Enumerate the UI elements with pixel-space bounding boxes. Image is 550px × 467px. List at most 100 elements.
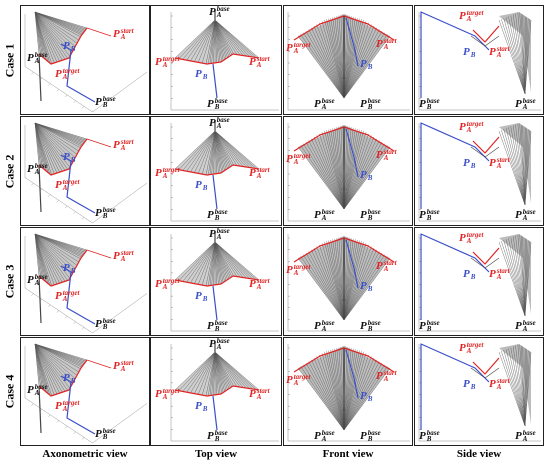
mesh-line [308, 251, 345, 321]
mesh-line [214, 130, 241, 167]
mesh-line [34, 233, 41, 278]
mesh-line [332, 128, 345, 210]
label-p-b: P B [360, 279, 373, 294]
arm-b-link [345, 17, 359, 67]
mesh-line [508, 238, 526, 317]
mesh-line [311, 27, 345, 99]
mesh-line [313, 26, 345, 99]
label-p-b: P B [63, 261, 76, 276]
mesh-line [174, 130, 216, 170]
mesh-line [209, 351, 216, 396]
mesh-line [214, 130, 234, 166]
row-label-text: Case 1 [2, 43, 17, 77]
mesh-line [512, 125, 526, 206]
mesh-line [186, 241, 216, 283]
mesh-line [343, 347, 350, 431]
mesh-line [34, 233, 74, 272]
panel-plot [287, 12, 410, 111]
mesh-line [214, 351, 233, 387]
mesh-line [34, 11, 49, 62]
mesh-line [214, 241, 247, 279]
mesh-line [324, 351, 345, 431]
column-label-axonometric-view: Axonometric view [42, 448, 128, 460]
mesh-line [319, 133, 345, 210]
mesh-line [214, 19, 247, 57]
column-label-side-view: Side view [456, 448, 502, 460]
mesh-line [214, 19, 225, 60]
axis-frame [287, 123, 410, 222]
mesh-line [311, 249, 345, 321]
mesh-line [34, 11, 79, 41]
arm-b-link [212, 174, 218, 210]
mesh-line [214, 19, 227, 59]
arm-a-trajectory [38, 138, 88, 176]
mesh-line [214, 351, 238, 387]
mesh-line [201, 351, 216, 396]
mesh-line [343, 237, 350, 321]
mesh-line [34, 233, 66, 282]
arm-a-trajectory [38, 249, 88, 287]
mesh-line [214, 130, 238, 166]
axis-frame [418, 344, 541, 442]
mesh-line [34, 343, 87, 362]
mesh-line [517, 12, 526, 95]
mesh-line [324, 19, 345, 99]
mesh-line [214, 351, 234, 387]
mesh-line [330, 128, 345, 210]
mesh-line [190, 19, 216, 62]
mesh-line [524, 17, 527, 95]
mesh-line [343, 257, 391, 321]
mesh-line [34, 233, 40, 277]
panel-plot [24, 343, 148, 444]
mesh-surface [175, 20, 259, 64]
mesh-line [34, 122, 68, 170]
mesh-line [211, 130, 216, 175]
mesh-line [34, 343, 52, 396]
mesh-line [34, 343, 76, 379]
axis-frame [287, 234, 410, 332]
mesh-line [343, 251, 380, 321]
mesh-line [34, 233, 85, 254]
mesh-line [214, 130, 231, 167]
label-p-b: P B [463, 267, 476, 282]
mesh-line [214, 351, 225, 392]
mesh-line [211, 351, 216, 396]
mesh-line [343, 140, 380, 210]
axis-frame [170, 123, 279, 222]
mesh-line [343, 252, 383, 321]
mesh-line [510, 126, 526, 206]
mesh-line [520, 345, 526, 427]
mesh-line [524, 351, 530, 427]
mesh-line [324, 130, 345, 210]
mesh-line [34, 343, 41, 388]
arm-b-link [420, 11, 490, 98]
row-label-case-4: Case 4 [0, 337, 20, 446]
panel-plot [418, 233, 541, 332]
mesh-line [519, 12, 526, 95]
mesh-line [343, 239, 358, 321]
mesh-line [34, 233, 47, 282]
mesh-line [214, 19, 221, 63]
mesh-line [524, 130, 530, 206]
panel-plot [170, 10, 279, 111]
mesh-line [34, 233, 81, 259]
label-p-b: P B [360, 57, 373, 72]
mesh-line [34, 11, 74, 50]
mesh-line [34, 11, 45, 59]
mesh-line [343, 132, 367, 210]
mesh-line [194, 130, 216, 173]
mesh-line [209, 241, 216, 286]
arm-b-link [60, 43, 96, 103]
mesh-line [34, 343, 81, 369]
mesh-line [343, 143, 385, 210]
mesh-line [205, 241, 216, 286]
mesh-line [34, 233, 68, 281]
mesh-line [332, 349, 345, 431]
mesh-line [338, 237, 345, 321]
row-label-text: Case 3 [2, 264, 17, 299]
